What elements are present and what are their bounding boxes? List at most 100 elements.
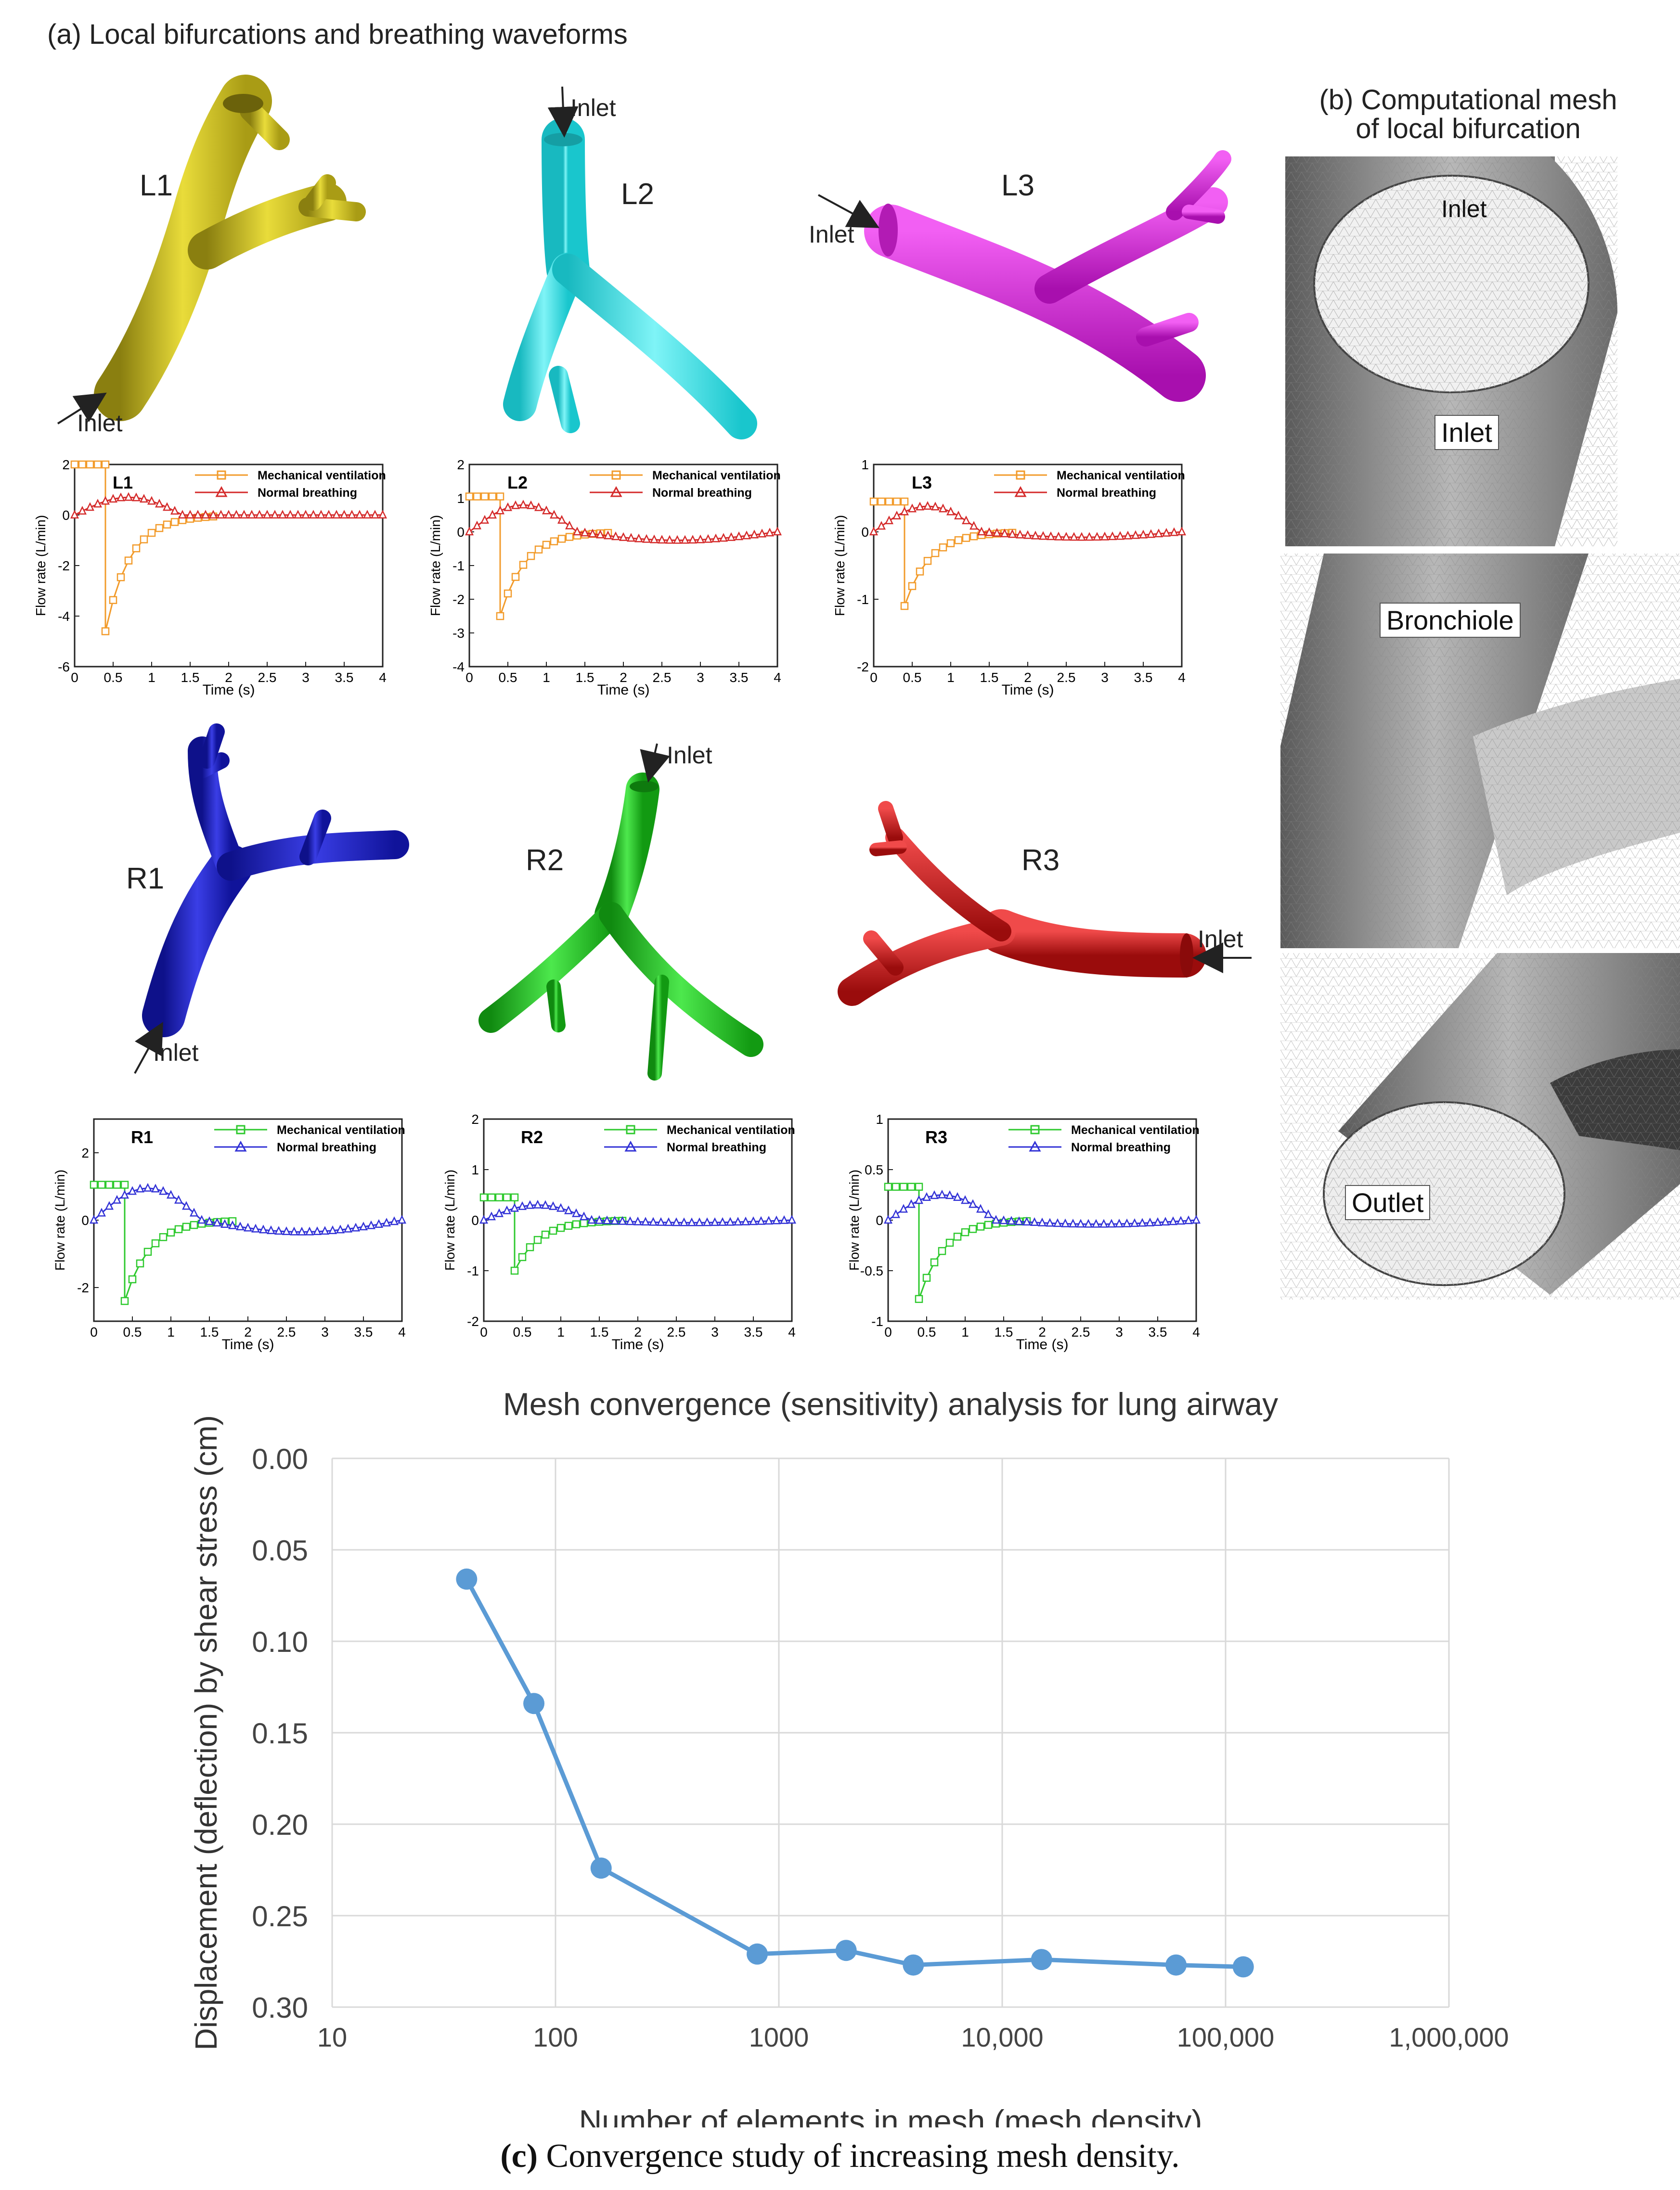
mv-point [495, 1193, 504, 1201]
mv-point [105, 1181, 114, 1189]
nb-point [320, 1226, 330, 1235]
x-tick-label: 2 [634, 1325, 642, 1340]
nb-point [960, 1195, 970, 1204]
nb-point [1007, 1216, 1016, 1225]
mv-point [892, 1183, 900, 1191]
nb-point [633, 1216, 643, 1225]
series-mv-r3 [888, 1186, 1027, 1300]
airway-r1-inlet: Inlet [153, 1039, 199, 1066]
nb-point [1161, 1217, 1170, 1226]
nb-point [594, 1215, 604, 1224]
nb-point [656, 1217, 666, 1226]
chart-title: L3 [912, 473, 932, 492]
x-axis-label: Time (s) [222, 1337, 274, 1353]
mv-point [939, 543, 947, 552]
nb-point [969, 521, 979, 530]
legend-mv-marker [626, 1125, 635, 1134]
airway-l3-inlet: Inlet [809, 221, 854, 248]
mv-point [969, 1225, 977, 1233]
nb-point [1038, 531, 1048, 540]
nb-point [309, 510, 318, 519]
y-tick-label: 0 [471, 1213, 479, 1228]
nb-point [688, 535, 698, 544]
nb-point [749, 1216, 758, 1225]
nb-point [185, 510, 195, 519]
y-axis-label: Flow rate (L/min) [33, 515, 48, 616]
nb-point [764, 1216, 774, 1225]
x-tick-label: 0.5 [104, 670, 123, 685]
x-tick-label: 0.5 [513, 1325, 532, 1340]
mv-point [572, 1220, 581, 1228]
x-axis-label: Time (s) [597, 682, 650, 698]
y-tick-label: -3 [452, 626, 465, 641]
mv-point [510, 1193, 519, 1201]
nb-point [787, 1215, 797, 1224]
x-tick-label: 4 [1192, 1325, 1200, 1340]
nb-point [178, 510, 187, 519]
nb-point [124, 492, 133, 501]
nb-point [757, 528, 767, 538]
nb-point [282, 1226, 291, 1236]
nb-point [255, 510, 264, 519]
airway-r3-inlet: Inlet [1198, 926, 1243, 953]
figure-caption: (c) Convergence study of increasing mesh… [0, 2137, 1680, 2176]
mesh-inlet-view [1285, 156, 1617, 546]
nb-point [983, 1209, 993, 1218]
nb-point [603, 530, 613, 540]
nb-point [517, 1201, 527, 1210]
nb-point [526, 500, 536, 509]
nb-point [336, 1224, 345, 1234]
nb-point [549, 510, 559, 519]
mv-point [946, 539, 955, 547]
nb-point [579, 1211, 589, 1221]
mv-point [869, 497, 878, 506]
airway-r1-model [142, 723, 409, 1037]
mv-point [120, 1297, 129, 1305]
x-tick-label: 1.5 [576, 670, 594, 685]
nb-point [382, 1218, 391, 1227]
nb-point [1014, 1216, 1024, 1225]
convergence-point [523, 1693, 545, 1714]
nb-point [734, 531, 744, 541]
nb-point [772, 1215, 781, 1224]
mv-point [954, 536, 963, 544]
nb-point [718, 1217, 727, 1226]
nb-point [906, 1199, 916, 1208]
legend-mv-marker [611, 470, 621, 480]
airway-l1-inlet: Inlet [77, 410, 123, 437]
nb-point [89, 1215, 99, 1224]
mv-point [479, 1193, 488, 1201]
nb-point [525, 1200, 535, 1209]
nb-point [565, 520, 574, 529]
mv-point [504, 589, 512, 598]
nb-point [193, 510, 203, 519]
nb-point [343, 1224, 353, 1233]
nb-point [104, 1201, 114, 1210]
x-tick-label: 1 [961, 1325, 969, 1340]
nb-point [548, 1201, 558, 1210]
mv-point [78, 460, 87, 469]
mv-point [884, 1183, 892, 1191]
nb-point [93, 499, 103, 508]
nb-point [1191, 1215, 1201, 1224]
mv-point [877, 497, 886, 506]
nb-point [128, 1186, 137, 1195]
nb-point [1053, 1218, 1062, 1227]
mv-point [519, 561, 528, 569]
nb-point [162, 502, 172, 511]
mv-point [155, 524, 164, 532]
nb-point [634, 533, 644, 542]
y-tick-label: -2 [77, 1280, 89, 1295]
nb-point [389, 1216, 399, 1225]
convergence-point [835, 1940, 857, 1961]
nb-point [258, 1224, 268, 1234]
nb-point [914, 1195, 924, 1204]
mesh-inlet-face-label: Inlet [1434, 415, 1499, 450]
mv-point [564, 1222, 573, 1230]
mv-point [892, 497, 901, 506]
nb-point [289, 1226, 299, 1236]
nb-point [877, 521, 886, 530]
y-tick-label: 1 [861, 457, 869, 472]
nb-point [370, 510, 380, 519]
